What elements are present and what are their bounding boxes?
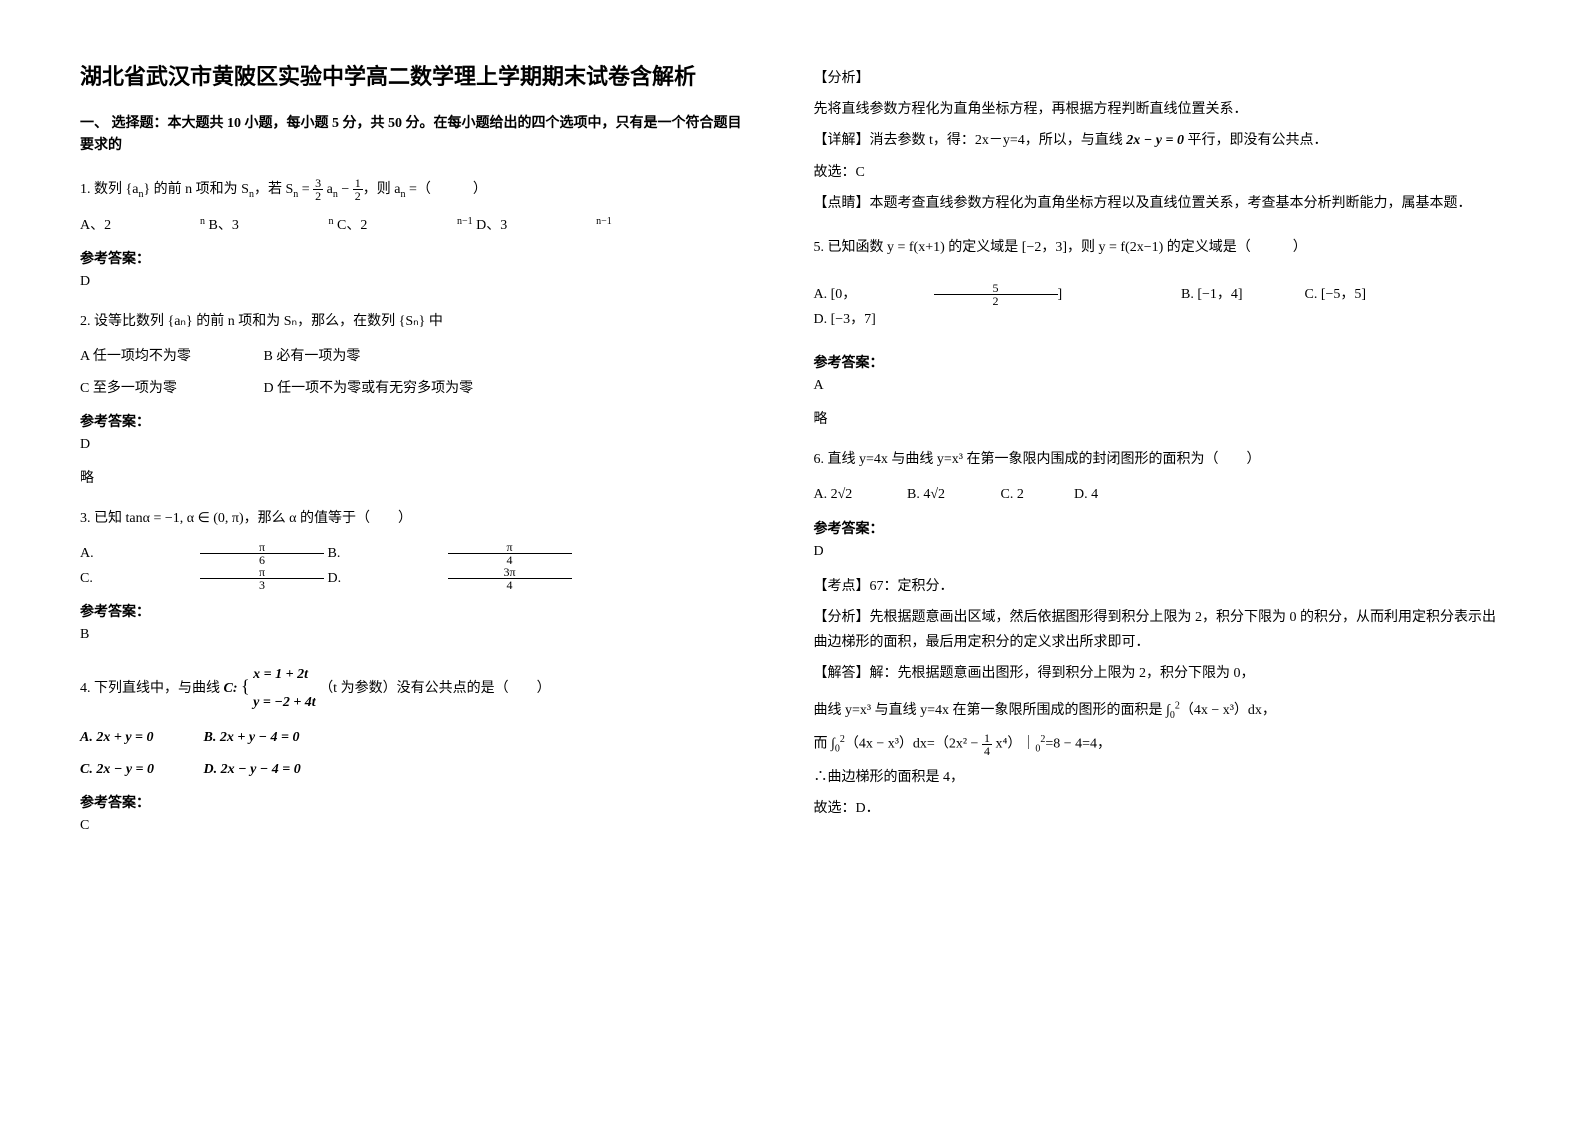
q1-stem-c: ，若 S	[254, 182, 293, 197]
q4-opt-a: A. 2x + y = 0	[80, 725, 200, 750]
q5-options: A. [0，52] B. [−1，4] C. [−5，5] D. [−3，7]	[814, 282, 1508, 332]
q1-stem-g: ，则 a	[363, 182, 401, 197]
q4-opt-d: D. 2x − y − 4 = 0	[204, 757, 324, 782]
q3-ans-label: 参考答案：	[80, 601, 754, 621]
detail-eq: 2x − y = 0	[1126, 133, 1184, 148]
q4-curve-label: C:	[224, 682, 238, 697]
q6-opt-c: C. 2	[1001, 482, 1071, 507]
q4-eq1: x = 1 + 2t	[253, 661, 316, 689]
exam-title: 湖北省武汉市黄陂区实验中学高二数学理上学期期末试卷含解析	[80, 60, 754, 93]
q6-opt-b: B. 4√2	[907, 482, 997, 507]
q5-opt-a-a: A. [0，	[814, 282, 934, 307]
q1-opt-c: C、2	[337, 213, 457, 238]
question-3: 3. 已知 tanα = −1, α ∈ (0, π)，那么 α 的值等于（ ）	[80, 505, 754, 533]
q1-stem-d: =	[298, 182, 313, 197]
q4-options-ab: A. 2x + y = 0 B. 2x + y − 4 = 0	[80, 725, 754, 750]
q6-ans: D	[814, 544, 1508, 560]
q5-opt-c: C. [−5，5]	[1305, 282, 1425, 307]
q5-opt-a-b: ]	[1058, 282, 1178, 307]
q2-options-ab: A 任一项均不为零 B 必有一项为零	[80, 344, 754, 369]
q3-opt-a: A.	[80, 541, 200, 566]
q3-opt-c: C.	[80, 566, 200, 591]
q2-opt-d: D 任一项不为零或有无穷多项为零	[264, 376, 474, 401]
q4-stem-a: 4. 下列直线中，与曲线	[80, 682, 224, 697]
q4-ans: C	[80, 818, 754, 834]
section-1-head: 一、 选择题：本大题共 10 小题，每小题 5 分，共 50 分。在每小题给出的…	[80, 113, 754, 158]
q2-opt-a: A 任一项均不为零	[80, 344, 260, 369]
q6-kd: 【考点】67：定积分．	[814, 574, 1508, 599]
q6-fx: 【分析】先根据题意画出区域，然后依据图形得到积分上限为 2，积分下限为 0 的积…	[814, 605, 1508, 655]
q2-ans: D	[80, 437, 754, 453]
q2-opt-c: C 至多一项为零	[80, 376, 260, 401]
q6-jd3d: =8 − 4=4，	[1045, 737, 1111, 752]
detail-b: 平行，即没有公共点．	[1184, 133, 1328, 148]
q1-stem-h: =（ ）	[406, 182, 487, 197]
q1-ans: D	[80, 274, 754, 290]
q5-ans-label: 参考答案：	[814, 352, 1508, 372]
q6-opt-a: A. 2√2	[814, 482, 904, 507]
q1-opt-a: A、2	[80, 213, 200, 238]
q3-opt-b: B.	[328, 541, 448, 566]
left-column: 湖北省武汉市黄陂区实验中学高二数学理上学期期末试卷含解析 一、 选择题：本大题共…	[0, 0, 794, 1122]
detail-a: 消去参数 t，得：2x－y=4，所以，与直线	[870, 133, 1127, 148]
q6-jd3c: x⁴）｜	[992, 737, 1035, 752]
q6-jd2b: （4x − x³）dx，	[1180, 703, 1276, 718]
question-6: 6. 直线 y=4x 与曲线 y=x³ 在第一象限内围成的封闭图形的面积为（ ）	[814, 446, 1508, 474]
q4-eq2: y = −2 + 4t	[253, 689, 316, 717]
q6-options: A. 2√2 B. 4√2 C. 2 D. 4	[814, 482, 1508, 507]
q1-options: A、2n B、3n C、2n−1 D、3n−1	[80, 213, 754, 239]
q5-opt-d: D. [−3，7]	[814, 307, 934, 332]
q4-dianjing: 【点睛】本题考查直线参数方程化为直角坐标方程以及直线位置关系，考查基本分析判断能…	[814, 191, 1508, 216]
q4-detail: 【详解】消去参数 t，得：2x－y=4，所以，与直线 2x − y = 0 平行…	[814, 128, 1508, 153]
q4-ans-label: 参考答案：	[80, 792, 754, 812]
q6-jd1: 【解答】解：先根据题意画出图形，得到积分上限为 2，积分下限为 0，	[814, 661, 1508, 686]
q4-analysis-label: 【分析】	[814, 66, 1508, 91]
q2-options-cd: C 至多一项为零 D 任一项不为零或有无穷多项为零	[80, 376, 754, 401]
q4-stem-b: （t 为参数）没有公共点的是（ ）	[319, 682, 550, 697]
q3-options: A. π6 B. π4 C. π3 D. 3π4	[80, 541, 754, 592]
question-4: 4. 下列直线中，与曲线 C: { x = 1 + 2t y = −2 + 4t…	[80, 661, 754, 717]
q6-jd3: 而 ∫02（4x − x³）dx=（2x² − 14 x⁴）｜02=8 − 4=…	[814, 731, 1508, 758]
q1-ans-label: 参考答案：	[80, 248, 754, 268]
brace-icon: {	[241, 677, 250, 697]
q6-ans-label: 参考答案：	[814, 518, 1508, 538]
q6-jd5: 故选：D．	[814, 796, 1508, 821]
q6-jd3a: 而 ∫	[814, 737, 835, 752]
q5-opt-b: B. [−1，4]	[1181, 282, 1301, 307]
q2-brief: 略	[80, 467, 754, 487]
q1-stem-f: −	[338, 182, 353, 197]
q4-choice: 故选：C	[814, 160, 1508, 185]
q6-jd4: ∴曲边梯形的面积是 4，	[814, 765, 1508, 790]
question-5: 5. 已知函数 y = f(x+1) 的定义域是 [−2，3]，则 y = f(…	[814, 234, 1508, 262]
q4-options-cd: C. 2x − y = 0 D. 2x − y − 4 = 0	[80, 757, 754, 782]
q6-jd3b: （4x − x³）dx=（2x² −	[845, 737, 982, 752]
q1-opt-d: D、3	[476, 213, 596, 238]
question-1: 1. 数列 {an} 的前 n 项和为 Sn，若 Sn = 32 an − 12…	[80, 176, 754, 205]
q6-jd2: 曲线 y=x³ 与直线 y=4x 在第一象限所围成的图形的面积是 ∫02（4x …	[814, 692, 1508, 725]
q1-stem-b: } 的前 n 项和为 S	[143, 182, 249, 197]
q5-ans: A	[814, 378, 1508, 394]
q3-opt-d: D.	[328, 566, 448, 591]
q4-opt-c: C. 2x − y = 0	[80, 757, 200, 782]
q1-stem-a: 1. 数列 {a	[80, 182, 138, 197]
q4-opt-b: B. 2x + y − 4 = 0	[204, 725, 324, 750]
q4-analysis: 先将直线参数方程化为直角坐标方程，再根据方程判断直线位置关系．	[814, 97, 1508, 122]
q1-stem-e: a	[323, 182, 333, 197]
detail-label: 【详解】	[814, 133, 870, 148]
q5-brief: 略	[814, 408, 1508, 428]
q6-jd2a: 曲线 y=x³ 与直线 y=4x 在第一象限所围成的图形的面积是 ∫	[814, 703, 1170, 718]
q3-ans: B	[80, 627, 754, 643]
q6-opt-d: D. 4	[1074, 482, 1194, 507]
q2-ans-label: 参考答案：	[80, 411, 754, 431]
question-2: 2. 设等比数列 {aₙ} 的前 n 项和为 Sₙ，那么，在数列 {Sₙ} 中	[80, 308, 754, 336]
q2-opt-b: B 必有一项为零	[264, 344, 384, 369]
right-column: 【分析】 先将直线参数方程化为直角坐标方程，再根据方程判断直线位置关系． 【详解…	[794, 0, 1587, 1122]
q1-opt-b: B、3	[209, 213, 329, 238]
